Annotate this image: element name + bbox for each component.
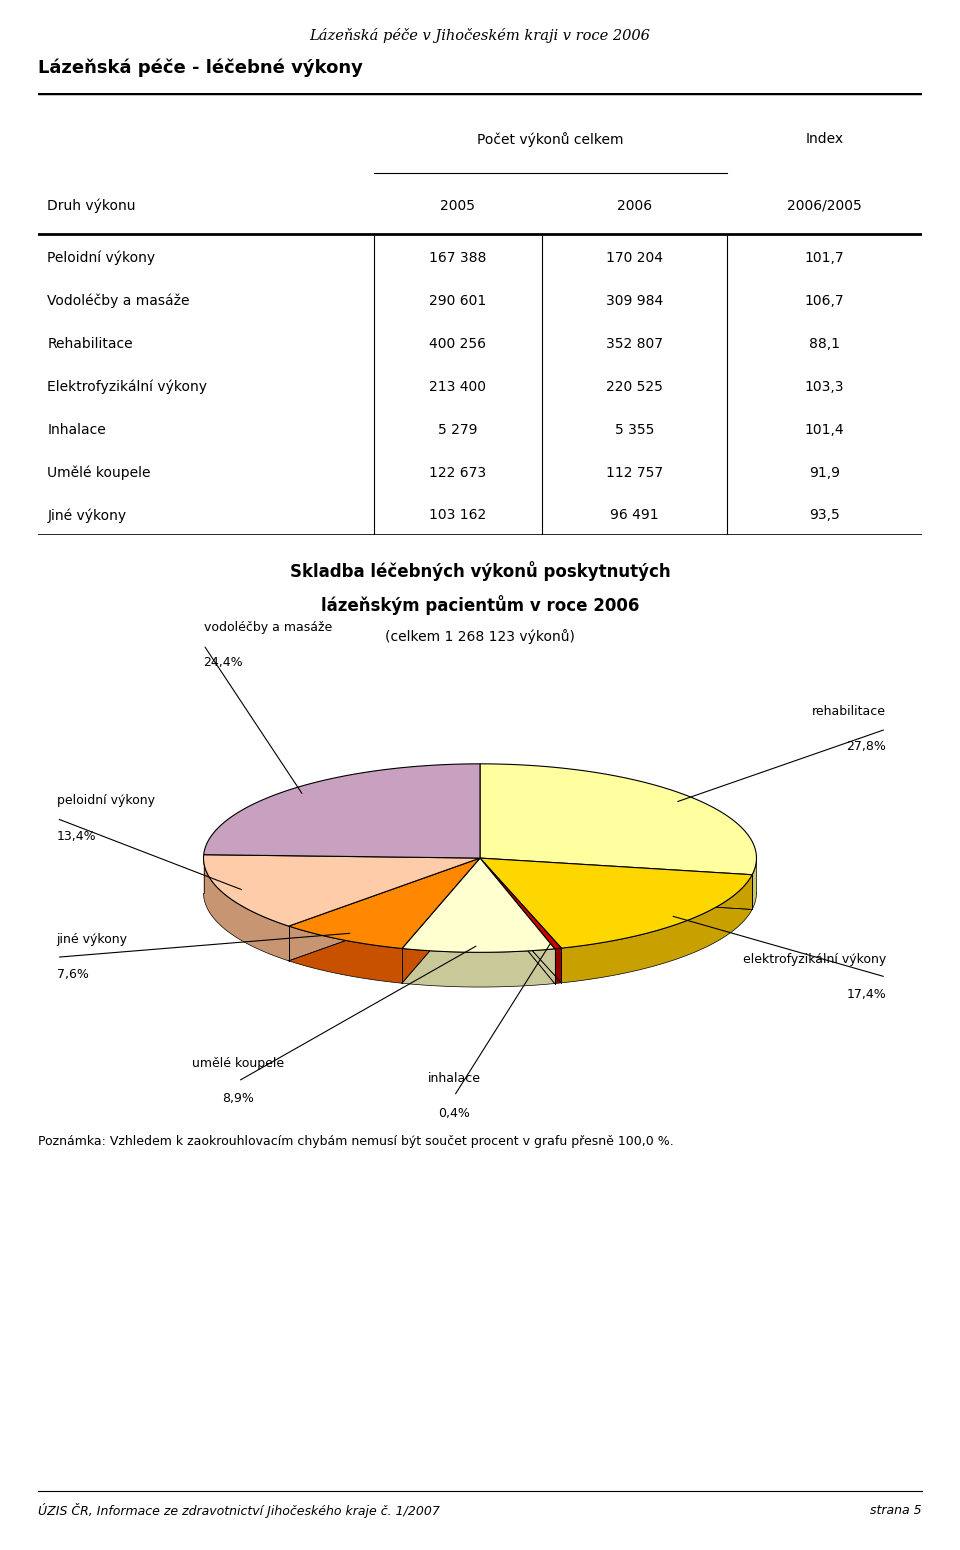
- Polygon shape: [480, 859, 752, 910]
- Text: Elektrofyzikální výkony: Elektrofyzikální výkony: [47, 380, 207, 394]
- Text: vodoléčby a masáže: vodoléčby a masáže: [204, 620, 332, 634]
- Text: 101,7: 101,7: [804, 251, 844, 265]
- Polygon shape: [289, 859, 480, 961]
- Polygon shape: [480, 859, 752, 949]
- Text: 93,5: 93,5: [809, 508, 840, 522]
- Polygon shape: [204, 859, 289, 961]
- Polygon shape: [480, 859, 562, 983]
- Text: rehabilitace: rehabilitace: [812, 705, 886, 718]
- Text: jiné výkony: jiné výkony: [57, 933, 128, 946]
- Text: 7,6%: 7,6%: [57, 969, 88, 981]
- Text: elektrofyzikální výkony: elektrofyzikální výkony: [743, 953, 886, 966]
- Polygon shape: [752, 859, 756, 910]
- Polygon shape: [480, 859, 562, 949]
- Text: 352 807: 352 807: [606, 336, 663, 350]
- Text: Jiné výkony: Jiné výkony: [47, 508, 127, 522]
- Text: lázeňským pacientům v roce 2006: lázeňským pacientům v roce 2006: [321, 595, 639, 615]
- Text: 2006/2005: 2006/2005: [787, 198, 862, 212]
- Polygon shape: [402, 859, 480, 983]
- Polygon shape: [480, 859, 555, 984]
- Text: strana 5: strana 5: [870, 1504, 922, 1516]
- Text: 103 162: 103 162: [429, 508, 487, 522]
- Text: Poznámka: Vzhledem k zaokrouhlovacím chybám nemusí být součet procent v grafu př: Poznámka: Vzhledem k zaokrouhlovacím chy…: [38, 1135, 674, 1147]
- Text: 213 400: 213 400: [429, 380, 487, 394]
- Text: 96 491: 96 491: [611, 508, 659, 522]
- Text: 17,4%: 17,4%: [847, 989, 886, 1001]
- Text: 88,1: 88,1: [809, 336, 840, 350]
- Text: umělé koupele: umělé koupele: [192, 1057, 284, 1070]
- Text: 106,7: 106,7: [804, 294, 844, 308]
- Text: 167 388: 167 388: [429, 251, 487, 265]
- Polygon shape: [204, 764, 480, 859]
- Text: 8,9%: 8,9%: [222, 1093, 254, 1105]
- Text: 5 355: 5 355: [614, 423, 655, 437]
- Polygon shape: [289, 859, 480, 949]
- Text: 2006: 2006: [617, 198, 652, 212]
- Text: 5 279: 5 279: [438, 423, 478, 437]
- Polygon shape: [402, 859, 555, 952]
- Text: Vodoléčby a masáže: Vodoléčby a masáže: [47, 293, 190, 308]
- Text: 103,3: 103,3: [804, 380, 844, 394]
- Polygon shape: [402, 949, 555, 987]
- Text: Počet výkonů celkem: Počet výkonů celkem: [477, 132, 624, 147]
- Text: inhalace: inhalace: [427, 1073, 481, 1085]
- Text: 290 601: 290 601: [429, 294, 487, 308]
- Text: Peloidní výkony: Peloidní výkony: [47, 251, 156, 265]
- Polygon shape: [562, 874, 752, 983]
- Polygon shape: [480, 859, 562, 983]
- Text: 170 204: 170 204: [606, 251, 663, 265]
- Text: 400 256: 400 256: [429, 336, 487, 350]
- Polygon shape: [480, 859, 555, 984]
- Text: 220 525: 220 525: [606, 380, 663, 394]
- Text: 122 673: 122 673: [429, 465, 487, 479]
- Text: 91,9: 91,9: [809, 465, 840, 479]
- Text: Umělé koupele: Umělé koupele: [47, 465, 151, 480]
- Text: Inhalace: Inhalace: [47, 423, 106, 437]
- Text: ÚZIS ČR, Informace ze zdravotnictví Jihočeského kraje č. 1/2007: ÚZIS ČR, Informace ze zdravotnictví Jiho…: [38, 1504, 441, 1519]
- Polygon shape: [289, 859, 480, 961]
- Text: 309 984: 309 984: [606, 294, 663, 308]
- Polygon shape: [480, 764, 756, 874]
- Polygon shape: [480, 859, 752, 910]
- Text: 101,4: 101,4: [804, 423, 844, 437]
- Polygon shape: [204, 854, 480, 925]
- Text: 13,4%: 13,4%: [57, 829, 96, 843]
- Text: (celkem 1 268 123 výkonů): (celkem 1 268 123 výkonů): [385, 629, 575, 645]
- Text: 112 757: 112 757: [606, 465, 663, 479]
- Text: peloidní výkony: peloidní výkony: [57, 794, 155, 808]
- Polygon shape: [402, 859, 480, 983]
- Text: 0,4%: 0,4%: [438, 1107, 470, 1121]
- Text: Index: Index: [805, 132, 844, 146]
- Text: Lázeňská péče - léčebné výkony: Lázeňská péče - léčebné výkony: [38, 59, 363, 78]
- Text: Druh výkonu: Druh výkonu: [47, 198, 135, 212]
- Text: 27,8%: 27,8%: [846, 741, 886, 753]
- Text: Lázeňská péče v Jihočeském kraji v roce 2006: Lázeňská péče v Jihočeském kraji v roce …: [309, 28, 651, 43]
- Polygon shape: [289, 925, 402, 983]
- Polygon shape: [555, 949, 562, 984]
- Text: Skladba léčebných výkonů poskytnutých: Skladba léčebných výkonů poskytnutých: [290, 561, 670, 581]
- Text: 24,4%: 24,4%: [204, 656, 243, 670]
- Text: 2005: 2005: [441, 198, 475, 212]
- Text: Rehabilitace: Rehabilitace: [47, 336, 132, 350]
